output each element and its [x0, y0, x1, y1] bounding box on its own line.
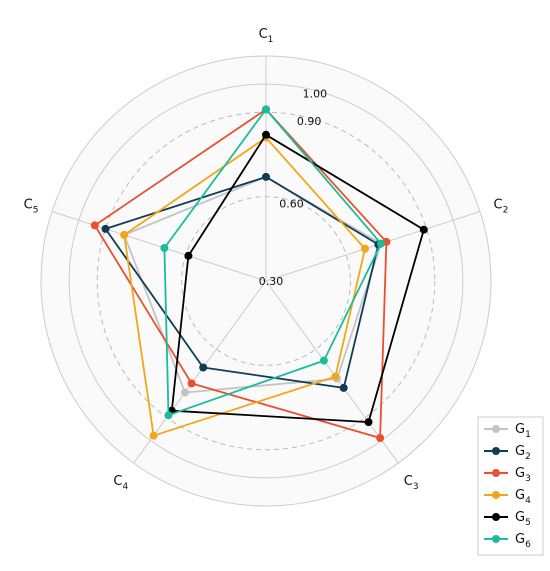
- axis-label-c5: C5: [24, 197, 39, 215]
- point-g2-c1: [262, 172, 270, 181]
- legend-label-g4-subscript: 4: [525, 496, 531, 506]
- legend-label-g3: G3: [515, 466, 531, 484]
- legend-marker-g4: [492, 491, 500, 499]
- legend-item-g3: G3: [484, 466, 531, 484]
- point-g6-c2: [377, 239, 385, 248]
- point-g3-c4: [187, 379, 196, 388]
- legend-label-g6-main: G: [515, 532, 525, 547]
- axis-label-c4: C4: [113, 473, 128, 491]
- axis-label-c4-main: C: [113, 473, 122, 488]
- point-g5-c1: [262, 130, 270, 139]
- point-g6-c5: [160, 244, 169, 252]
- tick-label-2: 0.90: [297, 115, 322, 128]
- point-g5-c5: [184, 251, 193, 260]
- series-line-g1: [123, 175, 382, 394]
- legend-label-g5-main: G: [515, 510, 525, 525]
- axis-label-c4-subscript: 4: [122, 481, 128, 491]
- series-g6: [160, 105, 385, 420]
- axis-label-c1-main: C: [259, 27, 268, 42]
- legend-label-g1-main: G: [515, 422, 525, 437]
- axis-label-c3: C3: [404, 473, 419, 491]
- point-g1-c4: [181, 388, 189, 397]
- series-line-g6: [163, 108, 382, 417]
- legend-item-g2: G2: [484, 444, 531, 462]
- legend-item-g1: G1: [484, 422, 531, 440]
- axis-label-c5-main: C: [24, 197, 33, 212]
- legend-label-g2-main: G: [515, 444, 525, 459]
- series: [90, 105, 428, 442]
- legend-item-g6: G6: [484, 532, 531, 550]
- point-g6-c1: [262, 105, 270, 114]
- legend-label-g3-main: G: [515, 466, 525, 481]
- series-line-g4: [123, 136, 366, 437]
- legend-marker-g5: [492, 513, 500, 521]
- axis-label-c3-main: C: [404, 473, 413, 488]
- legend-label-g5: G5: [515, 510, 531, 528]
- point-g5-c3: [364, 418, 373, 427]
- legend-label-g6-subscript: 6: [525, 540, 531, 550]
- axis-label-c2: C2: [494, 197, 509, 215]
- legend-marker-g1: [492, 425, 500, 433]
- legend-label-g3-subscript: 3: [525, 474, 531, 484]
- axis-label-c1-subscript: 1: [268, 35, 274, 45]
- point-g6-c3: [319, 356, 328, 365]
- point-g2-c5: [101, 224, 110, 233]
- point-g5-c2: [419, 225, 428, 234]
- axis-label-c3-subscript: 3: [413, 481, 419, 491]
- spoke-5: [51, 210, 267, 282]
- tick-label-1: 0.60: [279, 197, 304, 210]
- legend-label-g6: G6: [515, 532, 531, 550]
- legend-box: [477, 416, 544, 556]
- legend-marker-g3: [492, 469, 500, 477]
- point-g3-c3: [376, 434, 385, 442]
- legend-item-g5: G5: [484, 510, 531, 528]
- legend-label-g1: G1: [515, 422, 531, 440]
- legend-label-g4-main: G: [515, 488, 525, 503]
- point-g6-c4: [164, 411, 173, 420]
- point-g2-c3: [339, 383, 348, 392]
- point-g2-c4: [199, 363, 208, 372]
- axis-label-c5-subscript: 5: [33, 205, 39, 215]
- axis-label-c2-main: C: [494, 197, 503, 212]
- legend-label-g4: G4: [515, 488, 531, 506]
- point-g3-c5: [90, 221, 99, 230]
- axis-label-c2-subscript: 2: [503, 205, 509, 215]
- series-g5: [167, 130, 428, 427]
- tick-labels: 0.30 0.60 0.90 1.00: [259, 87, 327, 288]
- axis-label-c1: C1: [259, 27, 274, 45]
- legend-item-g4: G4: [484, 488, 531, 506]
- spoke-3: [265, 280, 399, 464]
- point-g4-c3: [331, 372, 340, 381]
- legend-label-g2: G2: [515, 444, 531, 462]
- legend-marker-g2: [492, 447, 500, 455]
- legend-label-g5-subscript: 5: [525, 518, 531, 528]
- point-g4-c5: [120, 230, 129, 239]
- tick-label-3: 1.00: [303, 87, 328, 100]
- tick-label-0: 0.30: [259, 275, 284, 288]
- series-line-g5: [170, 133, 425, 424]
- legend-label-g2-subscript: 2: [525, 452, 531, 462]
- point-g4-c4: [149, 431, 158, 440]
- legend-marker-g6: [492, 535, 500, 543]
- legend-label-g1-subscript: 1: [525, 430, 531, 440]
- point-g4-c2: [361, 244, 369, 253]
- spoke-2: [265, 210, 481, 282]
- series-line-g3: [93, 108, 388, 439]
